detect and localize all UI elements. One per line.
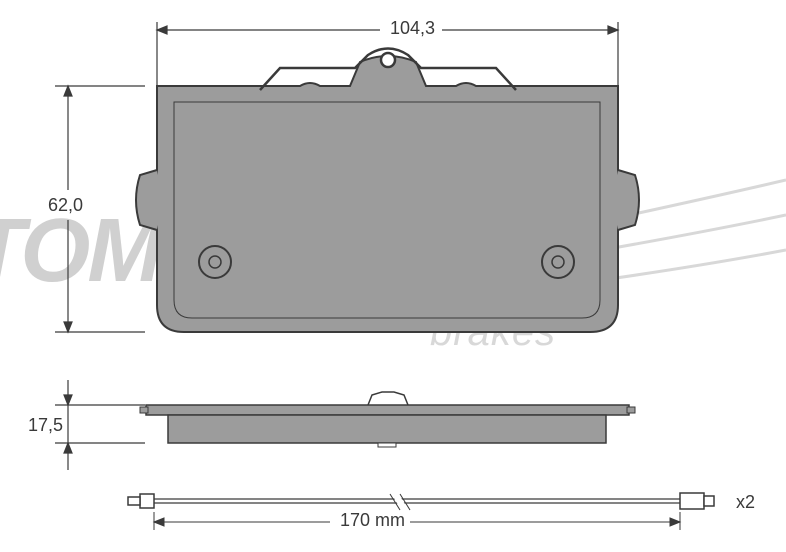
- dim-wire-lines: [154, 512, 680, 530]
- wear-sensor-wire: [128, 493, 714, 510]
- dim-height-label: 62,0: [48, 195, 83, 216]
- technical-drawing-svg: [0, 0, 786, 552]
- dim-thickness-lines: [55, 380, 145, 470]
- dim-thickness-label: 17,5: [28, 415, 63, 436]
- brake-pad-front-view: [136, 49, 639, 333]
- brake-pad-side-view: [140, 392, 635, 447]
- dim-wire-label: 170 mm: [340, 510, 405, 531]
- brake-pad-diagram: TOMEX brakes: [0, 0, 786, 552]
- quantity-label: x2: [736, 492, 755, 513]
- dim-width-label: 104,3: [390, 18, 435, 39]
